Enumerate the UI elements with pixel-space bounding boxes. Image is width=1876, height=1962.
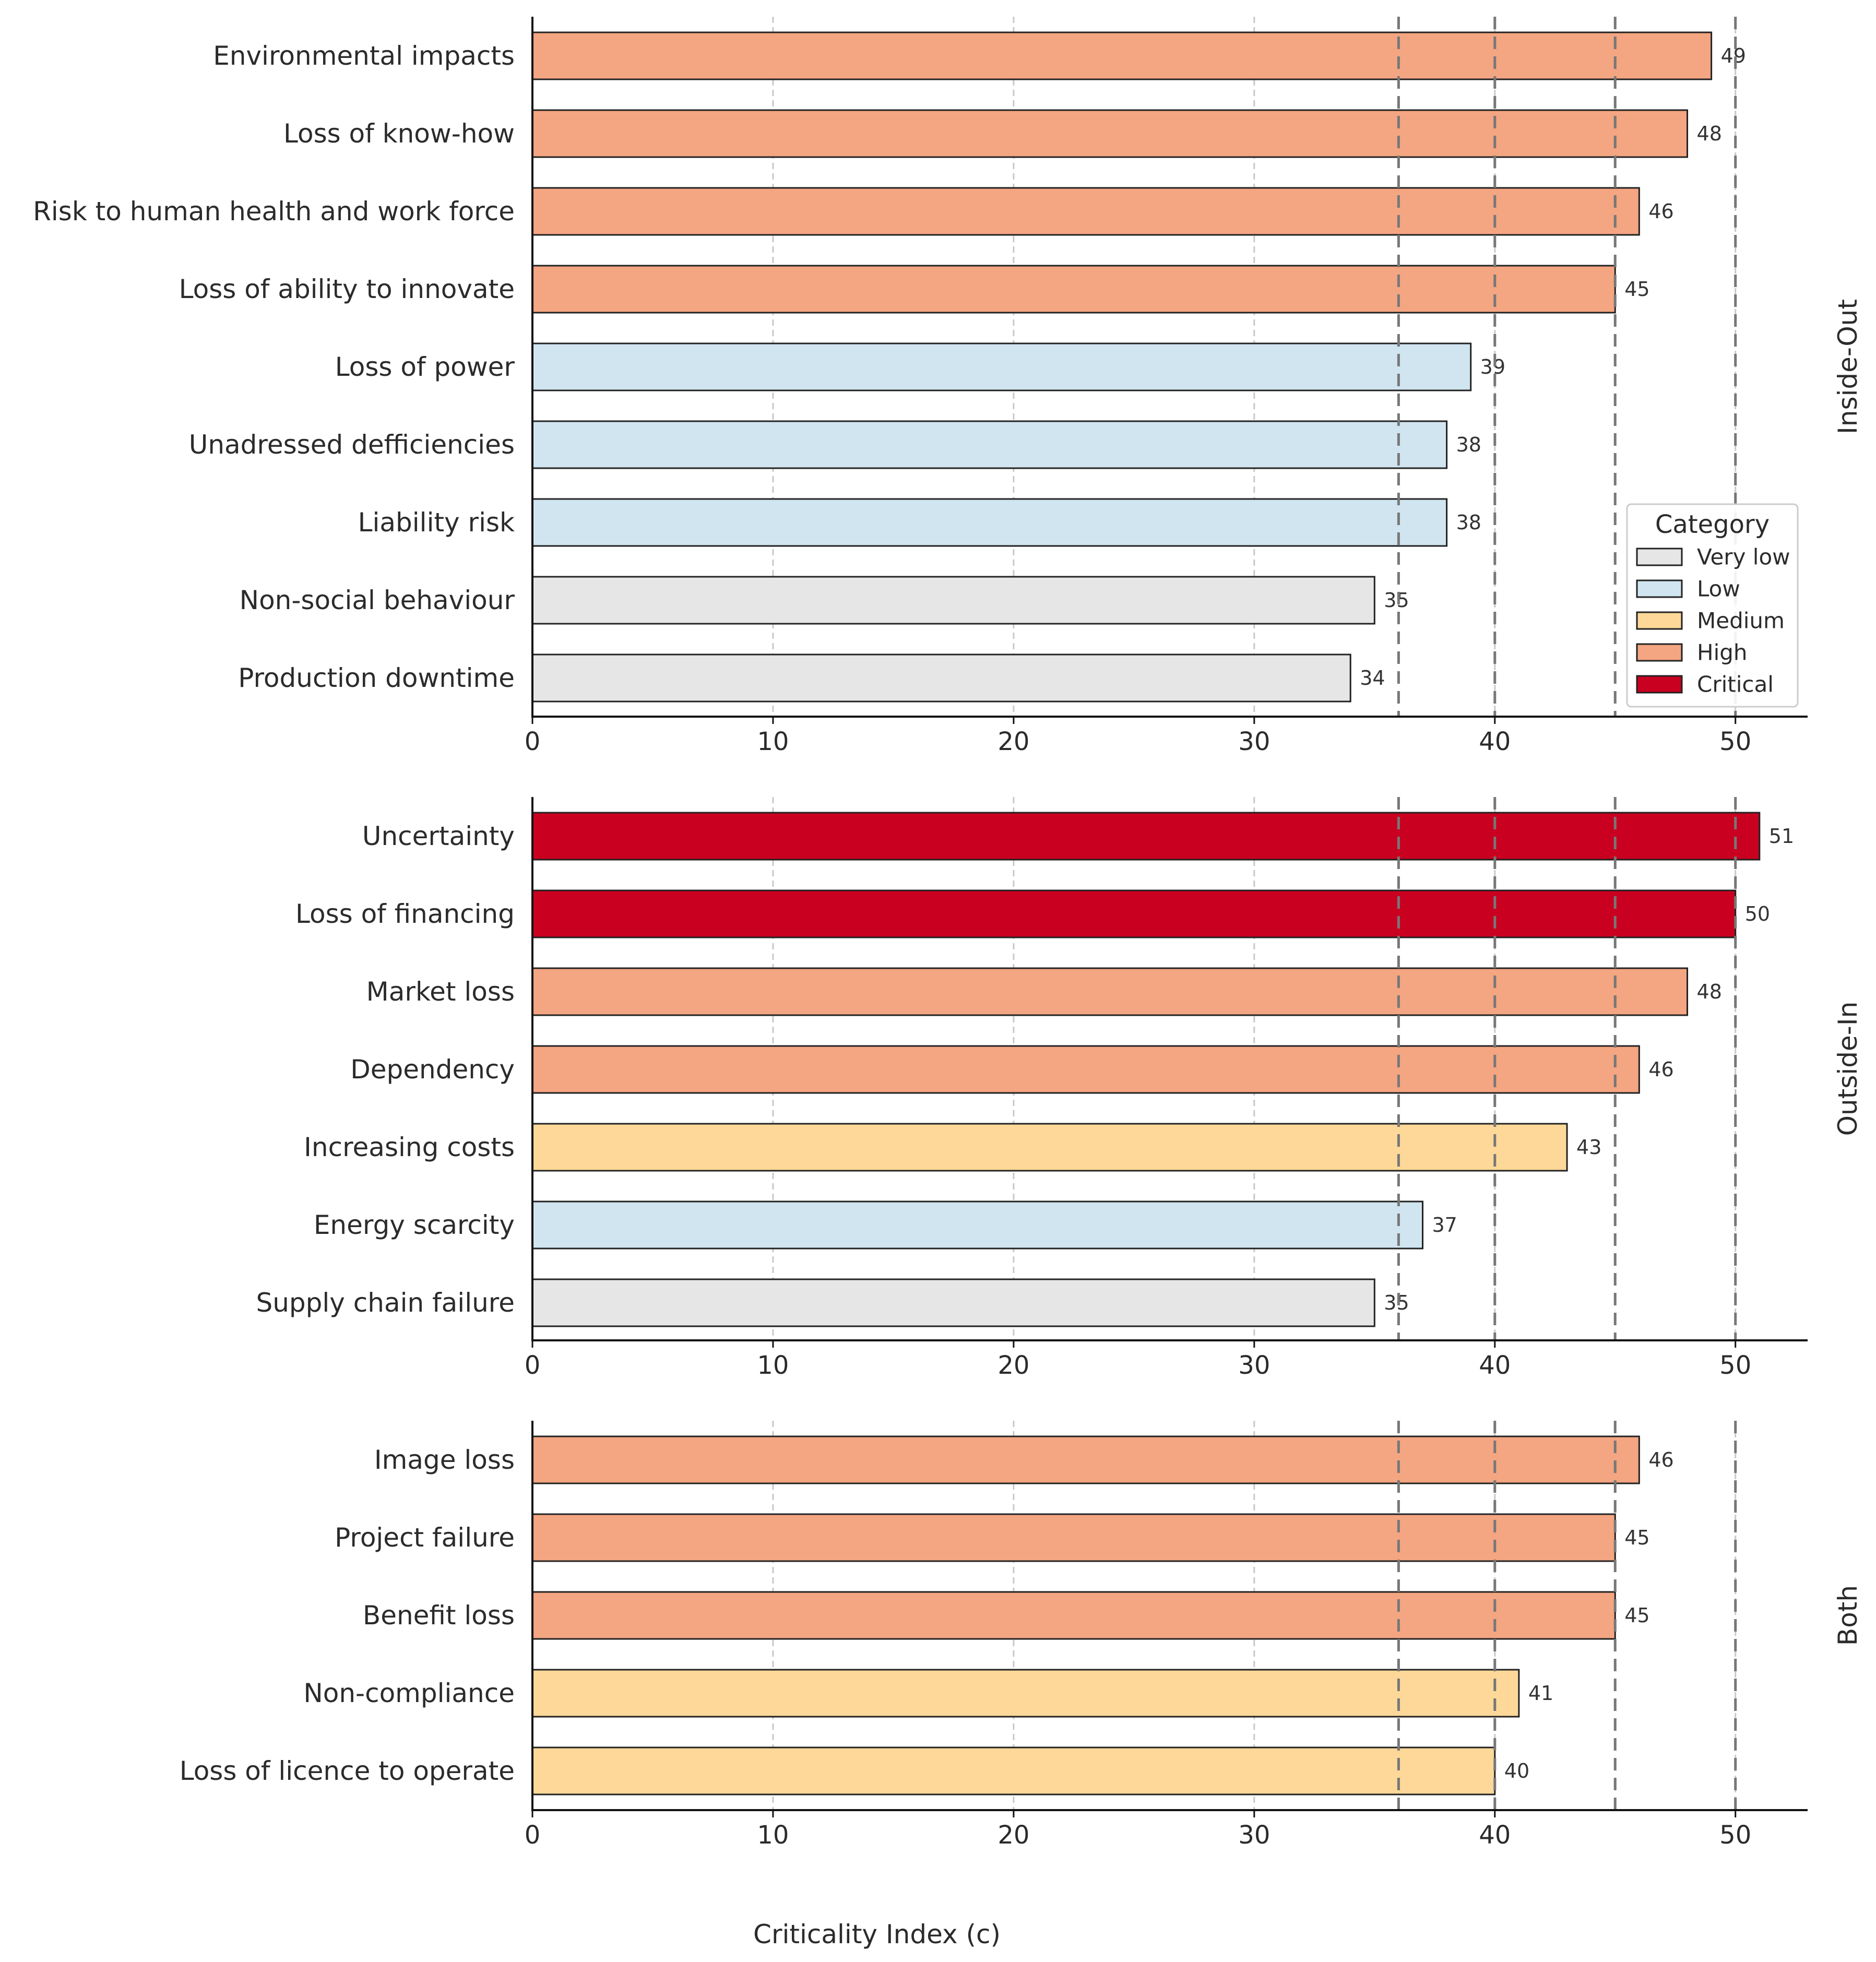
x-tick-label: 40	[1479, 1821, 1511, 1850]
panel-label-inside-out: Inside-Out	[1833, 299, 1863, 434]
bar-label: Loss of licence to operate	[180, 1756, 515, 1786]
bar-label: Non-compliance	[303, 1678, 515, 1708]
bar	[531, 1435, 1640, 1484]
bar	[531, 889, 1737, 938]
bar	[531, 1123, 1568, 1172]
legend-entry-label: Medium	[1697, 608, 1785, 634]
bar	[531, 109, 1689, 158]
bar	[531, 31, 1713, 80]
x-tick-label: 40	[1479, 1351, 1511, 1380]
x-tick-label: 50	[1719, 1351, 1751, 1380]
bar	[531, 1746, 1496, 1795]
value-label: 46	[1648, 1058, 1673, 1081]
bar	[531, 967, 1689, 1016]
bar	[531, 1278, 1375, 1327]
bar-label: Dependency	[350, 1054, 515, 1085]
value-label: 46	[1648, 200, 1673, 223]
value-label: 37	[1432, 1214, 1457, 1236]
bar	[531, 1669, 1520, 1718]
bar-label: Supply chain failure	[256, 1288, 515, 1318]
bar	[531, 1513, 1616, 1562]
value-label: 38	[1456, 433, 1481, 456]
value-label: 40	[1504, 1759, 1529, 1782]
bar	[531, 812, 1761, 861]
bar-label: Loss of power	[335, 352, 515, 382]
bar	[531, 420, 1448, 469]
value-label: 51	[1769, 825, 1794, 848]
x-tick-label: 30	[1238, 1821, 1270, 1850]
value-label: 50	[1745, 902, 1770, 925]
x-tick-label: 0	[525, 1821, 541, 1850]
value-label: 34	[1360, 667, 1385, 689]
bar-label: Loss of know-how	[283, 118, 515, 149]
bar-label: Image loss	[374, 1445, 515, 1475]
bar	[531, 576, 1375, 625]
value-label: 45	[1624, 1526, 1649, 1549]
x-tick-label: 0	[525, 1351, 541, 1380]
bar-label: Benefit loss	[363, 1600, 515, 1631]
value-label: 48	[1697, 980, 1722, 1003]
bar	[531, 342, 1472, 391]
bar-label: Environmental impacts	[213, 41, 515, 71]
bar	[531, 187, 1640, 236]
bar-label: Market loss	[366, 977, 515, 1007]
value-label: 38	[1456, 511, 1481, 534]
legend-entry-label: Low	[1697, 576, 1740, 602]
x-tick-label: 50	[1719, 727, 1751, 756]
x-tick-label: 30	[1238, 727, 1270, 756]
panel-label-outside-in: Outside-In	[1833, 1002, 1863, 1136]
bar-label: Energy scarcity	[314, 1210, 515, 1240]
bar-label: Unadressed defficiencies	[189, 430, 515, 460]
legend-title: Category	[1655, 510, 1770, 539]
legend-entry-label: Critical	[1697, 672, 1774, 697]
value-label: 35	[1384, 589, 1409, 612]
legend-entry-label: High	[1697, 640, 1748, 665]
bar-label: Loss of ability to innovate	[179, 274, 515, 304]
bar	[531, 498, 1448, 547]
value-label: 48	[1697, 122, 1722, 145]
bar-label: Risk to human health and work force	[33, 196, 515, 227]
bar	[531, 653, 1351, 703]
legend-swatch	[1636, 579, 1683, 598]
bar	[531, 1045, 1640, 1094]
value-label: 45	[1624, 1604, 1649, 1627]
value-label: 35	[1384, 1291, 1409, 1314]
panel-label-both: Both	[1833, 1585, 1863, 1646]
legend-swatch	[1636, 643, 1683, 662]
value-label: 46	[1648, 1448, 1673, 1471]
x-tick-label: 10	[757, 727, 789, 756]
bar	[531, 1200, 1423, 1250]
x-tick-label: 0	[525, 727, 541, 756]
x-tick-label: 10	[757, 1821, 789, 1850]
x-tick-label: 50	[1719, 1821, 1751, 1850]
x-tick-label: 30	[1238, 1351, 1270, 1380]
x-axis-label: Criticality Index (c)	[753, 1919, 1001, 1949]
bar-label: Project failure	[335, 1523, 515, 1553]
value-label: 41	[1528, 1682, 1553, 1705]
x-tick-label: 10	[757, 1351, 789, 1380]
bar-label: Uncertainty	[362, 821, 515, 851]
bar-label: Liability risk	[358, 507, 515, 538]
bar-label: Non-social behaviour	[240, 585, 515, 615]
legend-swatch	[1636, 611, 1683, 630]
bar-label: Production downtime	[238, 663, 515, 693]
legend-swatch	[1636, 675, 1683, 694]
bar-label: Loss of financing	[295, 899, 515, 929]
value-label: 49	[1721, 44, 1746, 67]
value-label: 45	[1624, 278, 1649, 301]
x-tick-label: 40	[1479, 727, 1511, 756]
legend-entry-label: Very low	[1697, 544, 1790, 570]
legend-swatch	[1636, 548, 1683, 566]
x-tick-label: 20	[998, 1821, 1029, 1850]
x-tick-label: 20	[998, 1351, 1029, 1380]
bar	[531, 265, 1616, 314]
bar-label: Increasing costs	[304, 1132, 515, 1162]
x-tick-label: 20	[998, 727, 1029, 756]
value-label: 39	[1480, 355, 1505, 378]
value-label: 43	[1576, 1136, 1601, 1159]
bar	[531, 1591, 1616, 1640]
